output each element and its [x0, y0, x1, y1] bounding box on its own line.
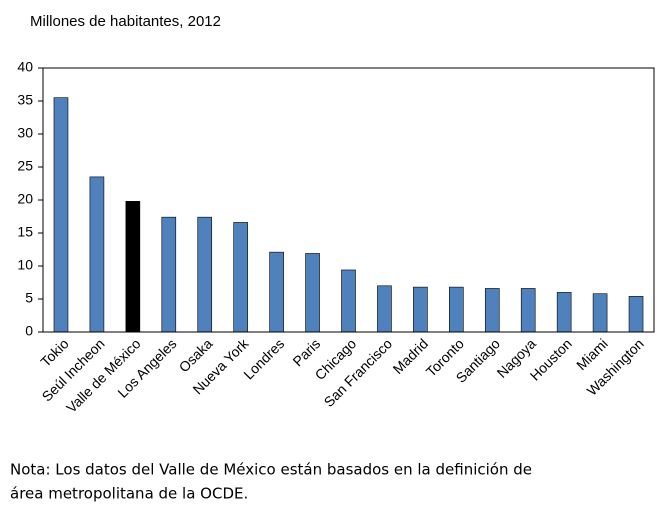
bar: [484, 288, 500, 333]
bar: [197, 216, 213, 333]
y-tick-label: 25: [17, 158, 33, 174]
bar: [125, 201, 141, 333]
bar: [53, 97, 69, 333]
y-tick-label: 40: [17, 59, 33, 75]
bar: [269, 251, 284, 333]
x-tick-label: Londres: [240, 335, 287, 382]
note: área metropolitana de la OCDE.: [10, 485, 248, 503]
y-tick-label: 0: [25, 323, 33, 339]
y-tick-label: 10: [17, 257, 33, 273]
bar: [520, 288, 536, 333]
bar: [628, 296, 644, 333]
y-tick-label: 15: [17, 224, 33, 240]
bar: [592, 293, 608, 333]
y-tick-label: 35: [17, 92, 33, 108]
bar: [556, 292, 572, 333]
bar: [377, 285, 392, 333]
y-tick-label: 30: [17, 125, 33, 141]
chart-title: Millones de habitantes, 2012: [30, 13, 221, 30]
bar: [413, 286, 428, 333]
y-tick-label: 20: [17, 191, 33, 207]
y-tick-label: 5: [25, 290, 33, 306]
plot-frame: [42, 67, 655, 333]
bar: [341, 269, 356, 333]
bar: [305, 253, 320, 333]
bar: [161, 216, 177, 333]
bar: [233, 222, 248, 333]
note: Nota: Los datos del Valle de México está…: [10, 461, 532, 479]
bar: [89, 176, 105, 333]
bar: [449, 286, 464, 333]
